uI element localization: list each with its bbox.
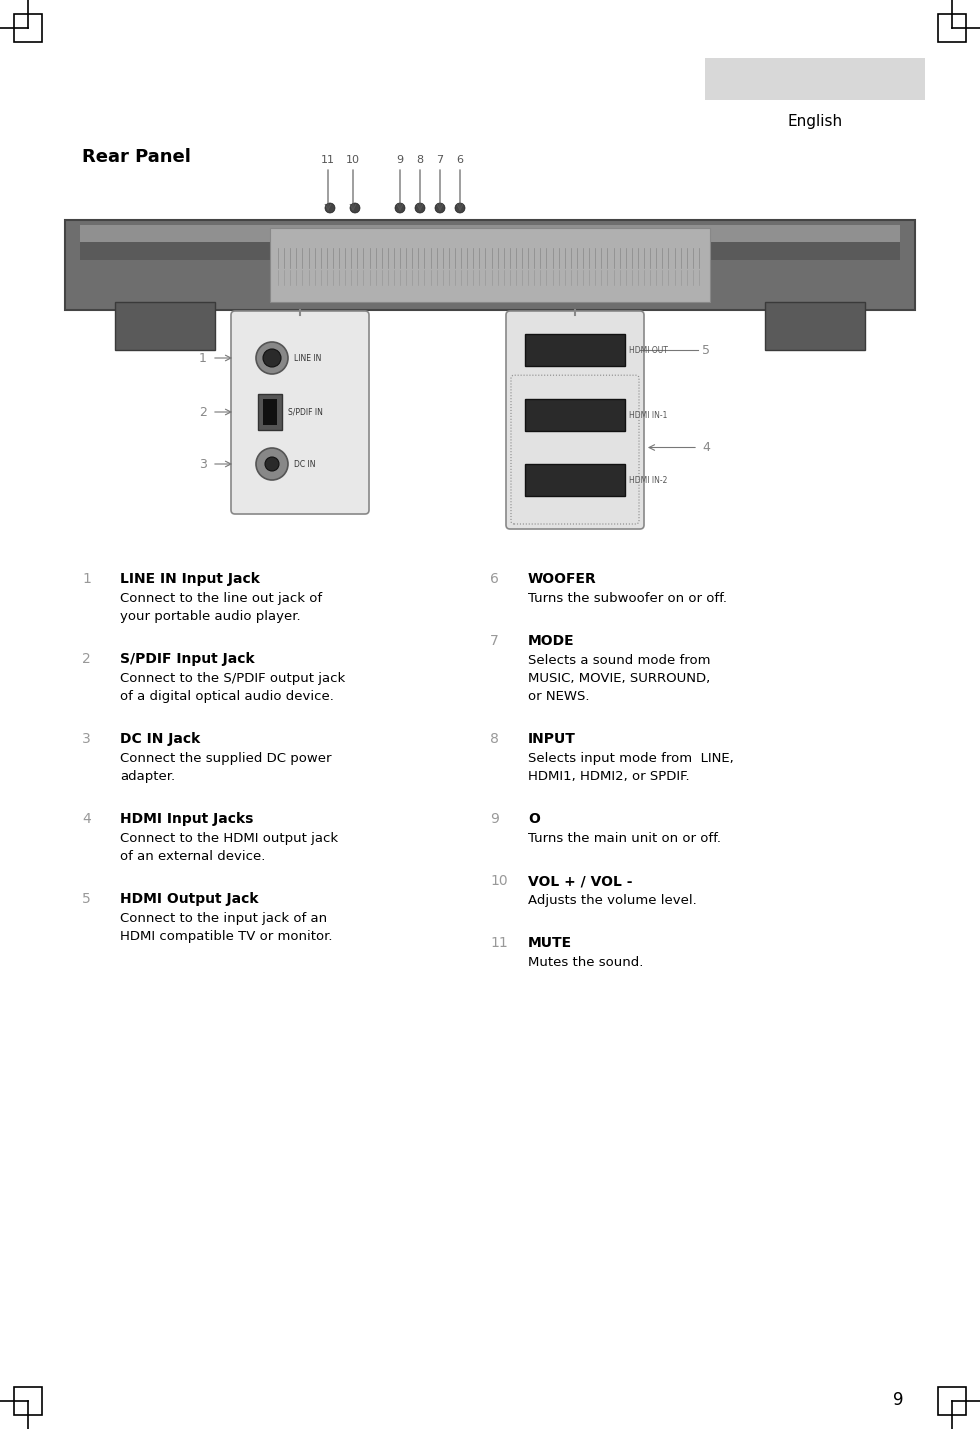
Circle shape	[435, 203, 445, 213]
Text: HDMI OUT: HDMI OUT	[629, 346, 668, 354]
Circle shape	[263, 349, 281, 367]
Text: INPUT: INPUT	[528, 732, 576, 746]
Text: DC IN Jack: DC IN Jack	[120, 732, 200, 746]
Circle shape	[415, 203, 425, 213]
Text: 1: 1	[82, 572, 91, 586]
Text: English: English	[788, 113, 843, 129]
Bar	[65, 220, 915, 310]
Text: Turns the subwoofer on or off.: Turns the subwoofer on or off.	[528, 592, 727, 604]
FancyBboxPatch shape	[506, 312, 644, 529]
Text: 9: 9	[397, 154, 404, 164]
Text: 9: 9	[490, 812, 499, 826]
Bar	[705, 59, 925, 100]
Text: LINE IN Input Jack: LINE IN Input Jack	[120, 572, 260, 586]
Text: Selects a sound mode from: Selects a sound mode from	[528, 654, 710, 667]
Text: HDMI1, HDMI2, or SPDIF.: HDMI1, HDMI2, or SPDIF.	[528, 770, 690, 783]
Text: 5: 5	[82, 892, 91, 906]
Bar	[525, 464, 625, 496]
Text: Connect to the S/PDIF output jack: Connect to the S/PDIF output jack	[120, 672, 345, 684]
Circle shape	[265, 457, 279, 472]
Circle shape	[325, 203, 335, 213]
Circle shape	[256, 449, 288, 480]
Text: 11: 11	[490, 936, 508, 950]
Text: Mutes the sound.: Mutes the sound.	[528, 956, 644, 969]
Bar	[270, 229, 710, 302]
Text: O: O	[528, 812, 540, 826]
Text: 7: 7	[490, 634, 499, 647]
Text: 9: 9	[893, 1390, 904, 1409]
Circle shape	[256, 342, 288, 374]
Text: 8: 8	[416, 154, 423, 164]
Circle shape	[395, 203, 405, 213]
Bar	[263, 399, 277, 424]
Text: Turns the main unit on or off.: Turns the main unit on or off.	[528, 832, 721, 845]
Text: 10: 10	[490, 875, 508, 887]
Text: 2: 2	[199, 406, 207, 419]
Text: Connect to the input jack of an: Connect to the input jack of an	[120, 912, 327, 925]
Text: 3: 3	[82, 732, 91, 746]
Text: HDMI Input Jacks: HDMI Input Jacks	[120, 812, 254, 826]
Text: 6: 6	[457, 154, 464, 164]
Text: 7: 7	[436, 154, 444, 164]
Bar	[258, 394, 282, 430]
Text: DC IN: DC IN	[294, 460, 316, 469]
FancyBboxPatch shape	[231, 312, 369, 514]
Text: MUSIC, MOVIE, SURROUND,: MUSIC, MOVIE, SURROUND,	[528, 672, 710, 684]
Text: 6: 6	[490, 572, 499, 586]
Bar	[14, 1388, 42, 1415]
Text: 8: 8	[490, 732, 499, 746]
Text: 4: 4	[702, 442, 710, 454]
Text: S/PDIF IN: S/PDIF IN	[288, 407, 322, 416]
Text: LINE IN: LINE IN	[294, 353, 321, 363]
Text: Adjusts the volume level.: Adjusts the volume level.	[528, 895, 697, 907]
Text: 11: 11	[321, 154, 335, 164]
Bar	[525, 399, 625, 432]
Text: of an external device.: of an external device.	[120, 850, 266, 863]
Text: your portable audio player.: your portable audio player.	[120, 610, 301, 623]
Text: 5: 5	[702, 343, 710, 356]
Text: S/PDIF Input Jack: S/PDIF Input Jack	[120, 652, 255, 666]
Bar	[765, 302, 865, 350]
Text: 10: 10	[346, 154, 360, 164]
Bar	[115, 302, 215, 350]
Bar	[525, 334, 625, 366]
Text: Connect to the line out jack of: Connect to the line out jack of	[120, 592, 322, 604]
Circle shape	[455, 203, 465, 213]
Text: Connect to the HDMI output jack: Connect to the HDMI output jack	[120, 832, 338, 845]
Text: 2: 2	[82, 652, 91, 666]
Text: WOOFER: WOOFER	[528, 572, 597, 586]
Bar	[938, 1388, 966, 1415]
Bar	[14, 14, 42, 41]
Bar	[80, 224, 900, 242]
Text: adapter.: adapter.	[120, 770, 175, 783]
Bar	[938, 14, 966, 41]
Text: 3: 3	[199, 457, 207, 470]
Text: or NEWS.: or NEWS.	[528, 690, 590, 703]
Text: Connect the supplied DC power: Connect the supplied DC power	[120, 752, 331, 765]
Circle shape	[350, 203, 360, 213]
Text: 4: 4	[82, 812, 91, 826]
Text: VOL + / VOL -: VOL + / VOL -	[528, 875, 632, 887]
Text: HDMI Output Jack: HDMI Output Jack	[120, 892, 259, 906]
Text: Selects input mode from  LINE,: Selects input mode from LINE,	[528, 752, 734, 765]
Text: Rear Panel: Rear Panel	[82, 149, 191, 166]
Text: HDMI IN-2: HDMI IN-2	[629, 476, 667, 484]
Text: MODE: MODE	[528, 634, 574, 647]
Text: 1: 1	[199, 352, 207, 364]
Bar	[80, 242, 900, 260]
Text: HDMI compatible TV or monitor.: HDMI compatible TV or monitor.	[120, 930, 332, 943]
Text: HDMI IN-1: HDMI IN-1	[629, 410, 667, 420]
Text: of a digital optical audio device.: of a digital optical audio device.	[120, 690, 334, 703]
Text: MUTE: MUTE	[528, 936, 572, 950]
